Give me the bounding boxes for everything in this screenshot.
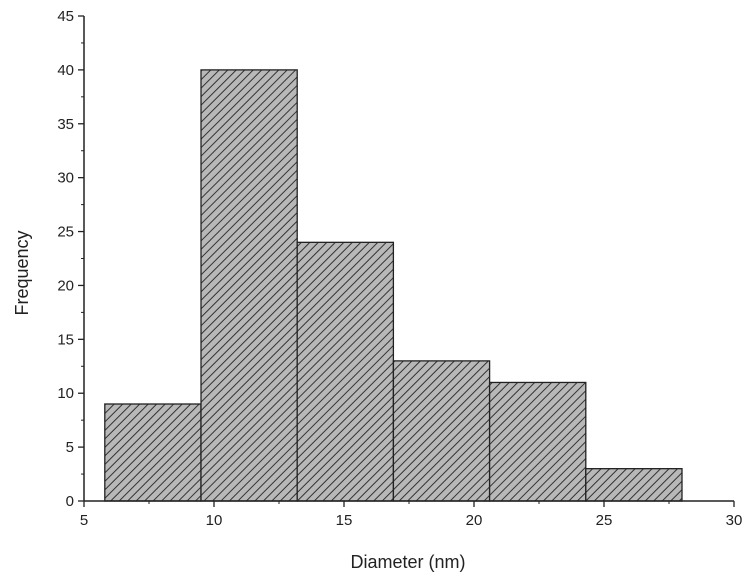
x-tick-label-15: 15 (336, 512, 353, 529)
y-tick-label-25: 25 (57, 224, 74, 241)
x-tick-label-10: 10 (206, 512, 223, 529)
y-tick-label-20: 20 (57, 277, 74, 294)
y-axis-title: Frequency (12, 230, 32, 315)
y-tick-label-35: 35 (57, 116, 74, 133)
y-tick-label-0: 0 (66, 493, 74, 510)
y-tick-label-40: 40 (57, 62, 74, 79)
y-tick-label-10: 10 (57, 385, 74, 402)
x-tick-label-20: 20 (466, 512, 483, 529)
y-tick-label-15: 15 (57, 331, 74, 348)
y-tick-label-5: 5 (66, 439, 74, 456)
histogram-bar-4 (392, 360, 491, 502)
bars-layer (104, 69, 683, 502)
x-tick-label-5: 5 (80, 512, 88, 529)
x-tick-label-30: 30 (726, 512, 743, 529)
x-tick-label-25: 25 (596, 512, 613, 529)
y-tick-label-30: 30 (57, 170, 74, 187)
histogram-bar-6 (585, 468, 683, 502)
x-axis-title: Diameter (nm) (350, 552, 465, 572)
histogram-bar-1 (104, 403, 202, 502)
histogram-bar-5 (488, 381, 587, 502)
y-tick-label-45: 45 (57, 8, 74, 25)
histogram-bar-2 (200, 69, 298, 502)
histogram-bar-3 (296, 241, 395, 502)
